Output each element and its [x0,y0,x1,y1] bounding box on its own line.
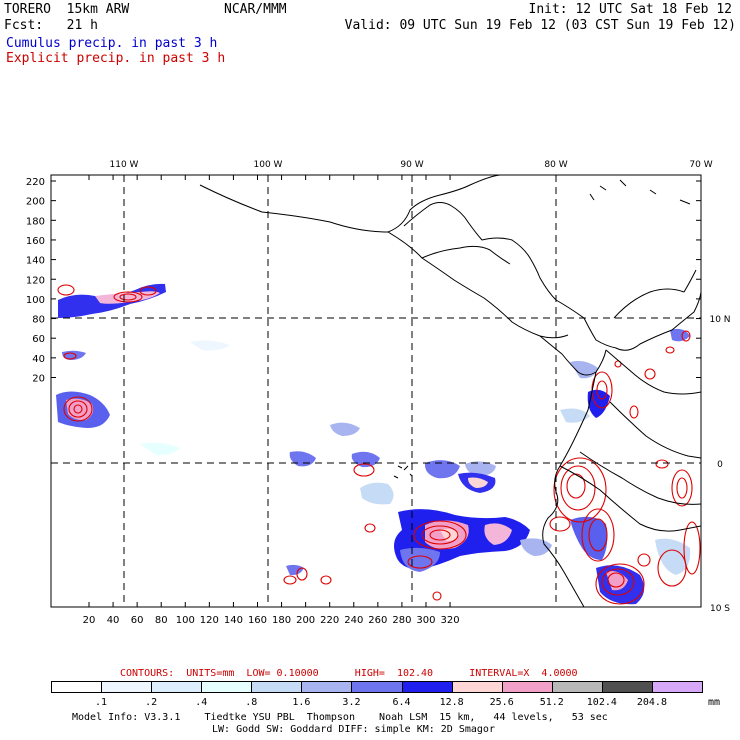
x-tick-label: 40 [107,615,120,626]
colorbar-label: 51.2 [539,697,564,708]
x-tick-label: 160 [248,615,267,626]
x-tick-label: 260 [368,615,387,626]
y-tick-label: 100 [26,295,45,306]
colorbar-swatch [651,681,703,693]
colorbar-label: .2 [145,697,158,708]
model-title: TORERO 15km ARW [4,2,130,17]
colorbar-label: .4 [195,697,208,708]
y-tick-label: 120 [26,275,45,286]
y-tick-label: 20 [32,374,45,385]
colorbar-label: .1 [95,697,108,708]
forecast-hour: Fcst: 21 h [4,18,98,33]
x-tick-label: 280 [392,615,411,626]
legend-cumulus: Cumulus precip. in past 3 h [6,36,218,51]
lat-label: 10 S [710,604,730,614]
colorbar-label: 1.6 [292,697,311,708]
y-tick-label: 60 [32,334,45,345]
lat-label: 10 N [709,315,730,325]
lon-label: 80 W [544,160,567,170]
lon-label: 100 W [254,160,283,170]
colorbar-swatch [201,681,253,693]
colorbar-label: 102.4 [586,697,617,708]
x-tick-label: 140 [224,615,243,626]
x-tick-label: 200 [296,615,315,626]
colorbar-unit: mm [708,697,721,708]
colorbar-swatch [101,681,153,693]
y-tick-label: 200 [26,197,45,208]
x-tick-label: 60 [131,615,144,626]
colorbar-label: 12.8 [439,697,464,708]
org-label: NCAR/MMM [224,2,287,17]
colorbar-swatch [351,681,403,693]
precip-shading [56,283,691,605]
y-tick-label: 80 [32,315,45,326]
map-frame [50,174,702,608]
y-tick-label: 180 [26,216,45,227]
y-tick-label: 140 [26,256,45,267]
colorbar-label: 3.2 [342,697,361,708]
y-tick-label: 160 [26,236,45,247]
colorbar-swatch [551,681,603,693]
axis-labels: 110 W 100 W 90 W 80 W 70 W 10 N 0 10 S 220 200 180… [26,160,731,626]
x-tick-label: 240 [344,615,363,626]
colorbar-swatch [301,681,353,693]
lon-label: 70 W [689,160,712,170]
colorbar-label: 6.4 [392,697,411,708]
colorbar-swatch [51,681,103,693]
legend-explicit: Explicit precip. in past 3 h [6,51,226,66]
colorbar-label: 204.8 [636,697,667,708]
colorbar-swatch [401,681,453,693]
valid-time: Valid: 09 UTC Sun 19 Feb 12 (03 CST Sun … [344,18,736,33]
x-tick-label: 320 [441,615,460,626]
x-tick-label: 300 [416,615,435,626]
colorbar-label: .8 [245,697,258,708]
x-tick-label: 80 [155,615,168,626]
x-tick-label: 20 [83,615,96,626]
footer-model-info: Model Info: V3.3.1 Tiedtke YSU PBL Thomp… [72,712,608,723]
colorbar-swatch [451,681,503,693]
colorbar-label: 25.6 [489,697,514,708]
lat-label: 0 [717,460,723,470]
y-tick-label: 220 [26,177,45,188]
x-tick-label: 180 [272,615,291,626]
colorbar-swatch [151,681,203,693]
axis-ticks [51,175,701,607]
x-tick-label: 220 [320,615,339,626]
map-content [51,175,701,607]
lon-label: 90 W [400,160,423,170]
lon-label: 110 W [110,160,139,170]
colorbar-swatch [601,681,653,693]
graticule [51,175,701,607]
init-time: Init: 12 UTC Sat 18 Feb 12 [528,2,733,17]
colorbar-swatch [251,681,303,693]
contours-info: CONTOURS: UNITS=mm LOW= 0.10000 HIGH= 10… [120,668,578,679]
x-tick-label: 120 [200,615,219,626]
x-tick-label: 100 [176,615,195,626]
footer-physics: LW: Godd SW: Goddard DIFF: simple KM: 2D… [212,724,495,735]
y-tick-label: 40 [32,354,45,365]
colorbar-swatch [501,681,553,693]
explicit-contours [57,284,701,605]
